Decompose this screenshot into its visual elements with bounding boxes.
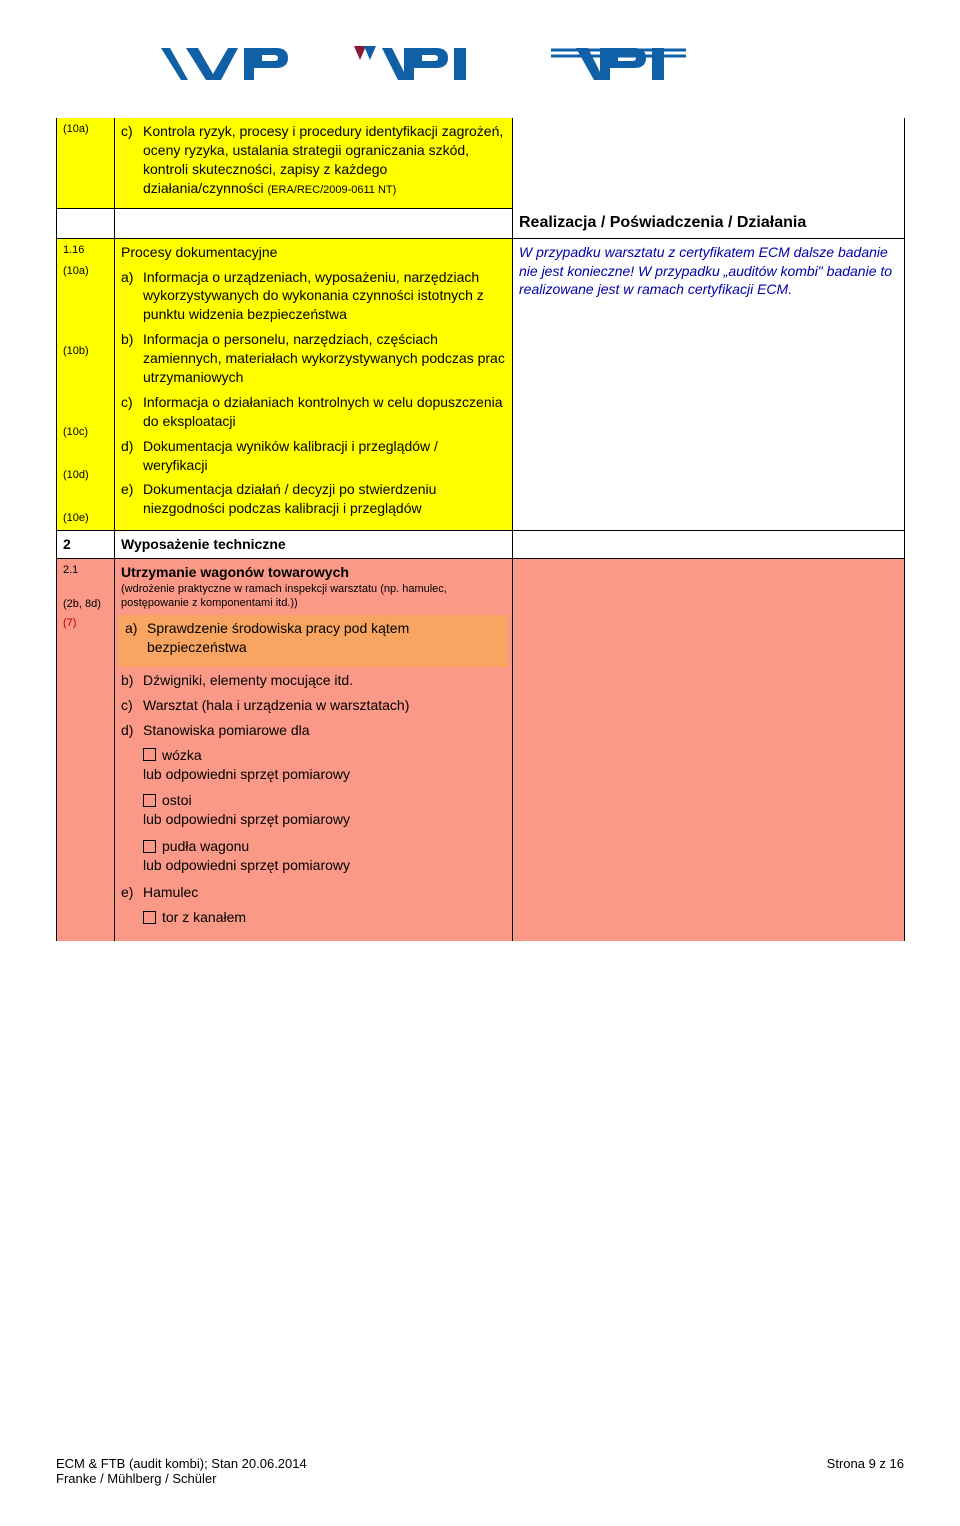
checkbox-ostoi[interactable] bbox=[143, 794, 156, 807]
ref-21: 2.1 bbox=[63, 563, 108, 578]
ref-col-21: 2.1 (2b, 8d) (7) bbox=[57, 558, 115, 941]
m-a: a) bbox=[121, 268, 143, 325]
cell-empty-ref bbox=[57, 208, 115, 238]
t-b: Informacja o personelu, narzędziach, czę… bbox=[143, 330, 506, 387]
t21e: Hamulec bbox=[143, 883, 506, 902]
footer: ECM & FTB (audit kombi); Stan 20.06.2014… bbox=[56, 1456, 904, 1486]
footer-left1: ECM & FTB (audit kombi); Stan 20.06.2014 bbox=[56, 1456, 307, 1471]
cell-empty1 bbox=[513, 118, 905, 208]
checkbox-tor[interactable] bbox=[143, 911, 156, 924]
ref-7: (7) bbox=[63, 616, 108, 631]
ref-col-116: 1.16 (10a) (10b) (10c) (10d) (10e) bbox=[57, 238, 115, 530]
cell-note: W przypadku warsztatu z certyfikatem ECM… bbox=[513, 238, 905, 530]
m-e: e) bbox=[121, 480, 143, 518]
lbl-wozka: wózka bbox=[162, 747, 202, 763]
m21b: b) bbox=[121, 671, 143, 690]
lbl-wozka2: lub odpowiedni sprzęt pomiarowy bbox=[143, 766, 350, 782]
lbl-pudla: pudła wagonu bbox=[162, 838, 249, 854]
sub-21: (wdrożenie praktyczne w ramach inspekcji… bbox=[121, 582, 506, 612]
ref-10a2: (10a) bbox=[63, 264, 108, 279]
ref-2: 2 bbox=[57, 530, 115, 558]
title-2: Wyposażenie techniczne bbox=[115, 530, 513, 558]
t-a: Informacja o urządzeniach, wyposażeniu, … bbox=[143, 268, 506, 325]
cell-21: Utrzymanie wagonów towarowych (wdrożenie… bbox=[115, 558, 513, 941]
t21c: Warsztat (hala i urządzenia w warsztatac… bbox=[143, 696, 506, 715]
sub-10a: (ERA/REC/2009-0611 NT) bbox=[268, 184, 397, 196]
ref-10a: (10a) bbox=[57, 118, 115, 208]
m21e: e) bbox=[121, 883, 143, 902]
logo-row bbox=[56, 40, 904, 88]
footer-left2: Franke / Mühlberg / Schüler bbox=[56, 1471, 307, 1486]
logo-vpi2 bbox=[546, 40, 716, 88]
m-c: c) bbox=[121, 393, 143, 431]
t-d: Dokumentacja wyników kalibracji i przegl… bbox=[143, 437, 506, 475]
t21d: Stanowiska pomiarowe dla bbox=[143, 721, 506, 740]
ref-10c: (10c) bbox=[63, 425, 108, 440]
header-realizacja: Realizacja / Poświadczenia / Działania bbox=[513, 208, 905, 238]
m-b: b) bbox=[121, 330, 143, 387]
m-d: d) bbox=[121, 437, 143, 475]
logo-vpi1 bbox=[346, 40, 496, 88]
checkbox-wozka[interactable] bbox=[143, 748, 156, 761]
ref-10d: (10d) bbox=[63, 468, 108, 483]
ref-10b: (10b) bbox=[63, 344, 108, 359]
logo-vap bbox=[156, 40, 296, 88]
ref-116: 1.16 bbox=[63, 243, 108, 258]
t21a: Sprawdzenie środowiska pracy pod kątem b… bbox=[147, 619, 502, 657]
lbl-ostoi: ostoi bbox=[162, 792, 192, 808]
t-e: Dokumentacja działań / decyzji po stwier… bbox=[143, 480, 506, 518]
cell-procesy: Procesy dokumentacyjne a)Informacja o ur… bbox=[115, 238, 513, 530]
text-procesy: Procesy dokumentacyjne bbox=[121, 243, 506, 262]
title-21: Utrzymanie wagonów towarowych bbox=[121, 563, 506, 582]
marker-c: c) bbox=[121, 122, 143, 198]
checkbox-pudla[interactable] bbox=[143, 840, 156, 853]
footer-right: Strona 9 z 16 bbox=[827, 1456, 904, 1486]
lbl-tor: tor z kanałem bbox=[162, 909, 246, 925]
t-c: Informacja o działaniach kontrolnych w c… bbox=[143, 393, 506, 431]
cell-2-right bbox=[513, 530, 905, 558]
main-table: (10a) c)Kontrola ryzyk, procesy i proced… bbox=[56, 118, 905, 941]
cell-21-right bbox=[513, 558, 905, 941]
m21a: a) bbox=[125, 619, 147, 657]
cell-10a-text: c)Kontrola ryzyk, procesy i procedury id… bbox=[115, 118, 513, 208]
m21c: c) bbox=[121, 696, 143, 715]
ref-2b8d: (2b, 8d) bbox=[63, 597, 108, 612]
m21d: d) bbox=[121, 721, 143, 740]
lbl-pudla2: lub odpowiedni sprzęt pomiarowy bbox=[143, 857, 350, 873]
t21b: Dźwigniki, elementy mocujące itd. bbox=[143, 671, 506, 690]
lbl-ostoi2: lub odpowiedni sprzęt pomiarowy bbox=[143, 811, 350, 827]
cell-empty-mid bbox=[115, 208, 513, 238]
ref-10e: (10e) bbox=[63, 511, 108, 526]
